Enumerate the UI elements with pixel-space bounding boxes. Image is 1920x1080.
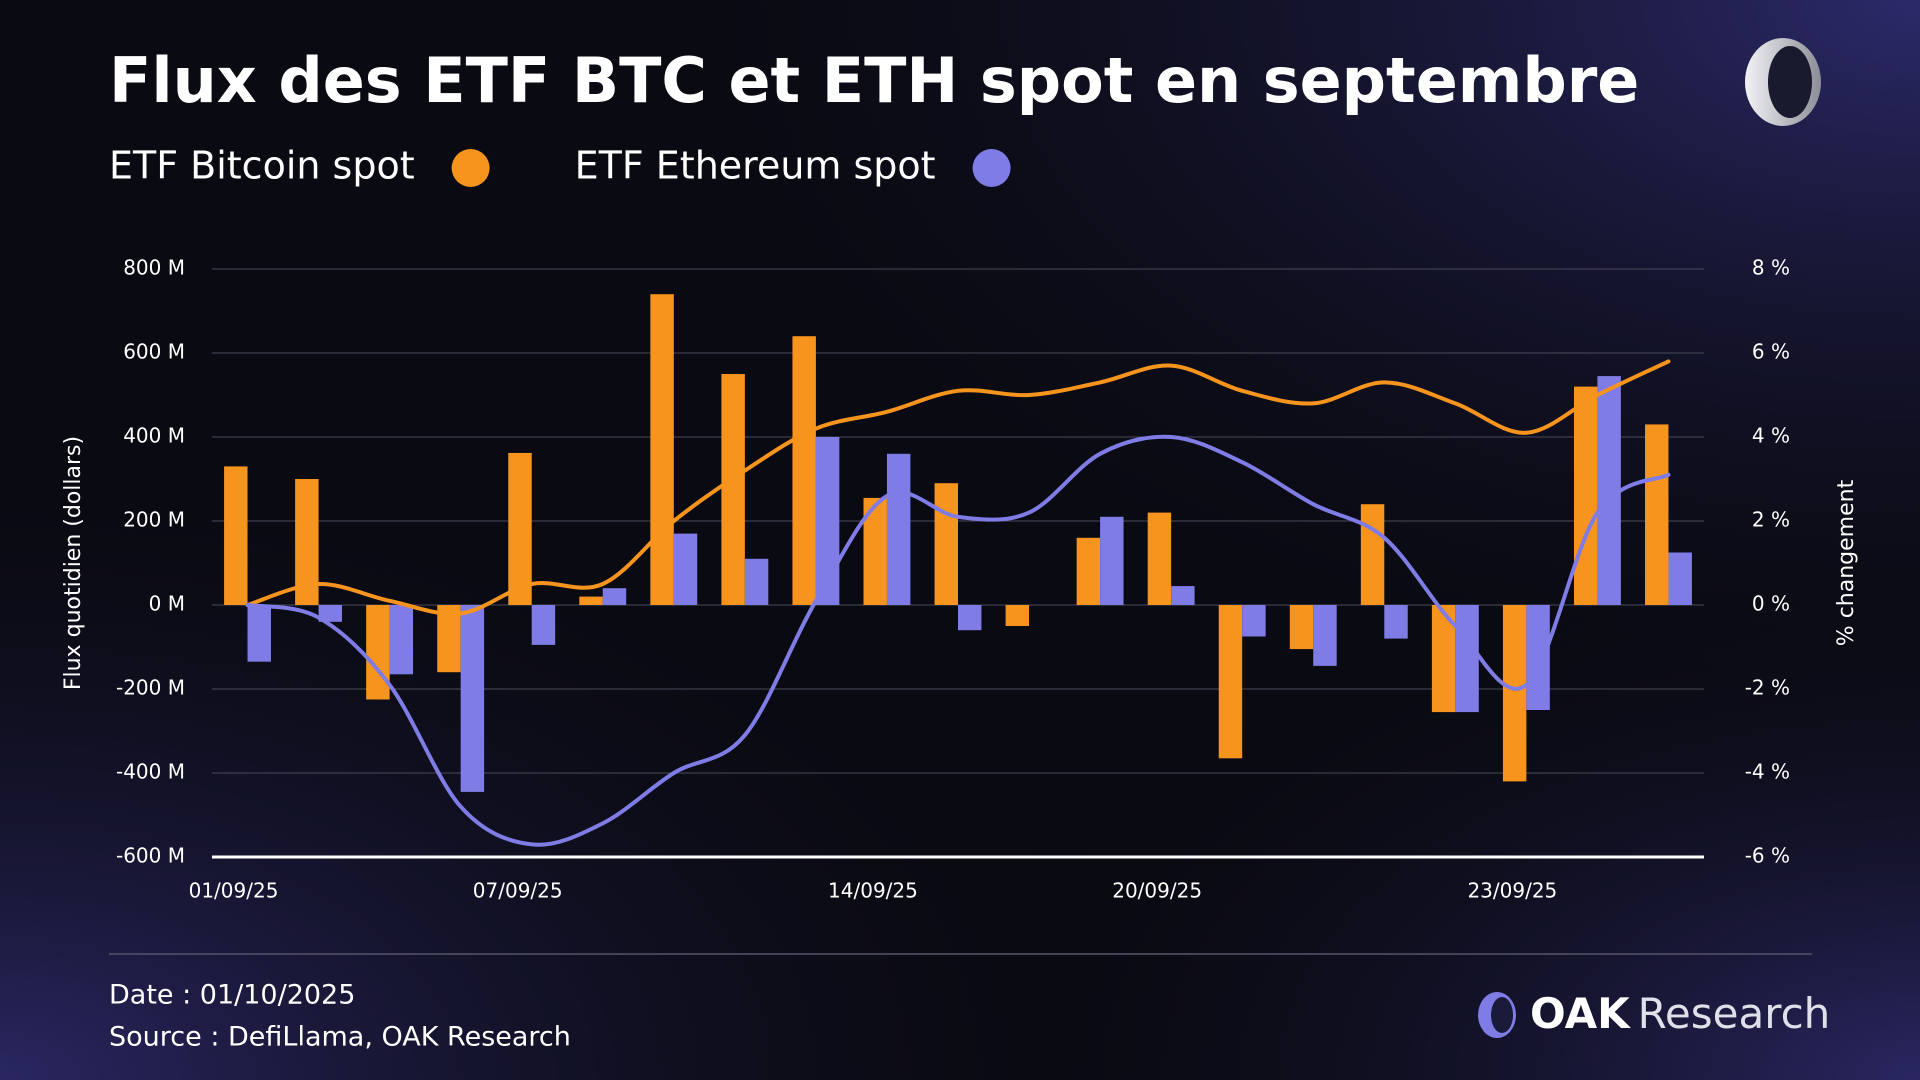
- brand-suffix: Research: [1638, 989, 1831, 1038]
- bar: [934, 483, 958, 605]
- y-tick-label: -400 M: [116, 760, 185, 784]
- bar: [1313, 605, 1337, 666]
- bar: [1360, 504, 1385, 605]
- bar: [1455, 605, 1479, 713]
- bar: [744, 558, 769, 605]
- bar: [579, 596, 603, 605]
- bar: [673, 533, 698, 605]
- bar: [1242, 605, 1266, 637]
- bar: [1289, 605, 1314, 650]
- y-tick-label: 800 M: [123, 256, 185, 280]
- x-tick-label: 07/09/25: [473, 879, 563, 903]
- bar: [958, 605, 982, 631]
- bar: [792, 336, 816, 605]
- y-tick-label: 600 M: [123, 340, 185, 364]
- y2-tick-label: 8 %: [1752, 256, 1790, 280]
- bar: [650, 294, 674, 605]
- legend-label: ETF Bitcoin spot: [109, 144, 415, 188]
- bar: [1431, 605, 1456, 713]
- x-tick-label: 01/09/25: [189, 879, 279, 903]
- y2-axis-label: % changement: [1834, 479, 1859, 646]
- line: [245, 359, 1671, 616]
- x-tick-label: 20/09/25: [1112, 879, 1202, 903]
- bar: [1100, 516, 1124, 605]
- bar: [224, 466, 248, 605]
- line: [245, 434, 1671, 847]
- bar: [863, 497, 887, 605]
- y-tick-label: 400 M: [123, 424, 185, 448]
- footer-source: Source : DefiLlama, OAK Research: [109, 1022, 571, 1053]
- bar: [1502, 605, 1527, 782]
- logo: [1745, 38, 1821, 126]
- bar: [1597, 376, 1621, 605]
- bar: [1668, 552, 1692, 605]
- y2-tick-label: 2 %: [1752, 508, 1790, 532]
- y-tick-label: 200 M: [123, 508, 185, 532]
- bar: [460, 605, 485, 792]
- brand: OAK Research: [1530, 989, 1830, 1038]
- bar: [815, 437, 840, 605]
- x-tick-label: 23/09/25: [1467, 879, 1557, 903]
- y2-tick-label: 0 %: [1752, 592, 1790, 616]
- brand-name: OAK: [1530, 989, 1631, 1038]
- y2-tick-label: -2 %: [1745, 676, 1790, 700]
- bar: [389, 605, 414, 675]
- y2-tick-label: 6 %: [1752, 340, 1790, 364]
- y-tick-label: -200 M: [116, 676, 185, 700]
- brand-logo: [1478, 992, 1516, 1038]
- bar: [1573, 386, 1598, 605]
- legend-marker: [451, 149, 490, 187]
- bar: [295, 479, 319, 605]
- bar: [602, 588, 627, 605]
- y2-tick-label: -6 %: [1745, 844, 1790, 868]
- bar: [1526, 605, 1550, 710]
- bar: [366, 605, 390, 700]
- bar: [1384, 605, 1408, 639]
- legend-label: ETF Ethereum spot: [575, 144, 936, 188]
- y-tick-label: -600 M: [116, 844, 185, 868]
- bar: [437, 605, 461, 673]
- bar: [531, 605, 556, 645]
- footer-date: Date : 01/10/2025: [109, 980, 355, 1011]
- bar: [721, 374, 745, 605]
- y2-tick-label: -4 %: [1745, 760, 1790, 784]
- bar: [886, 453, 911, 605]
- bar: [318, 605, 343, 622]
- chart-title: Flux des ETF BTC et ETH spot en septembr…: [109, 44, 1639, 117]
- y-tick-label: 0 M: [149, 592, 185, 616]
- bar: [1218, 605, 1243, 759]
- bar: [1147, 512, 1172, 605]
- y-axis-label: Flux quotidien (dollars): [61, 436, 86, 690]
- bar: [1171, 586, 1195, 605]
- bar: [508, 452, 532, 605]
- bar: [247, 605, 271, 662]
- legend-marker: [972, 149, 1011, 187]
- y2-tick-label: 4 %: [1752, 424, 1790, 448]
- x-tick-label: 14/09/25: [828, 879, 918, 903]
- bar: [1645, 424, 1669, 605]
- bar: [1005, 605, 1030, 626]
- bar: [1076, 537, 1101, 605]
